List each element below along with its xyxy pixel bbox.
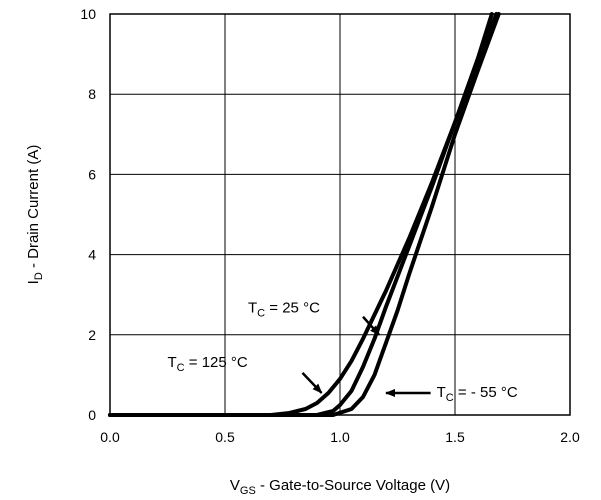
annotations: TC = 125 °C TC = 25 °C TC = - 55 °C <box>168 300 518 404</box>
x-tick-label: 1.5 <box>445 429 465 445</box>
series-line-2 <box>108 12 501 417</box>
series-label-1: TC = 25 °C <box>248 300 320 320</box>
y-tick-label: 10 <box>80 6 96 22</box>
y-tick-label: 4 <box>88 247 96 263</box>
y-tick-label: 0 <box>88 407 96 423</box>
annotation-arrow <box>362 315 381 336</box>
x-tick-label: 2.0 <box>560 429 580 445</box>
series-label-2: TC = - 55 °C <box>437 384 518 404</box>
y-tick-label: 8 <box>88 86 96 102</box>
series-label-0: TC = 125 °C <box>168 354 248 374</box>
plot-frame <box>109 13 571 416</box>
x-axis-label: VGS - Gate-to-Source Voltage (V) <box>230 477 450 497</box>
annotation-arrow <box>301 372 323 394</box>
x-tick-label: 0.0 <box>100 429 120 445</box>
y-tick-label: 2 <box>88 327 96 343</box>
x-tick-label: 0.5 <box>215 429 235 445</box>
series-line-1 <box>108 12 499 417</box>
series-group <box>108 12 501 417</box>
grid <box>109 13 571 416</box>
x-tick-label: 1.0 <box>330 429 350 445</box>
tick-labels: 0.0 0.5 1.0 1.5 2.0 0 2 4 6 8 10 <box>80 6 580 445</box>
y-axis-label: ID - Drain Current (A) <box>25 145 45 285</box>
y-tick-label: 6 <box>88 166 96 182</box>
